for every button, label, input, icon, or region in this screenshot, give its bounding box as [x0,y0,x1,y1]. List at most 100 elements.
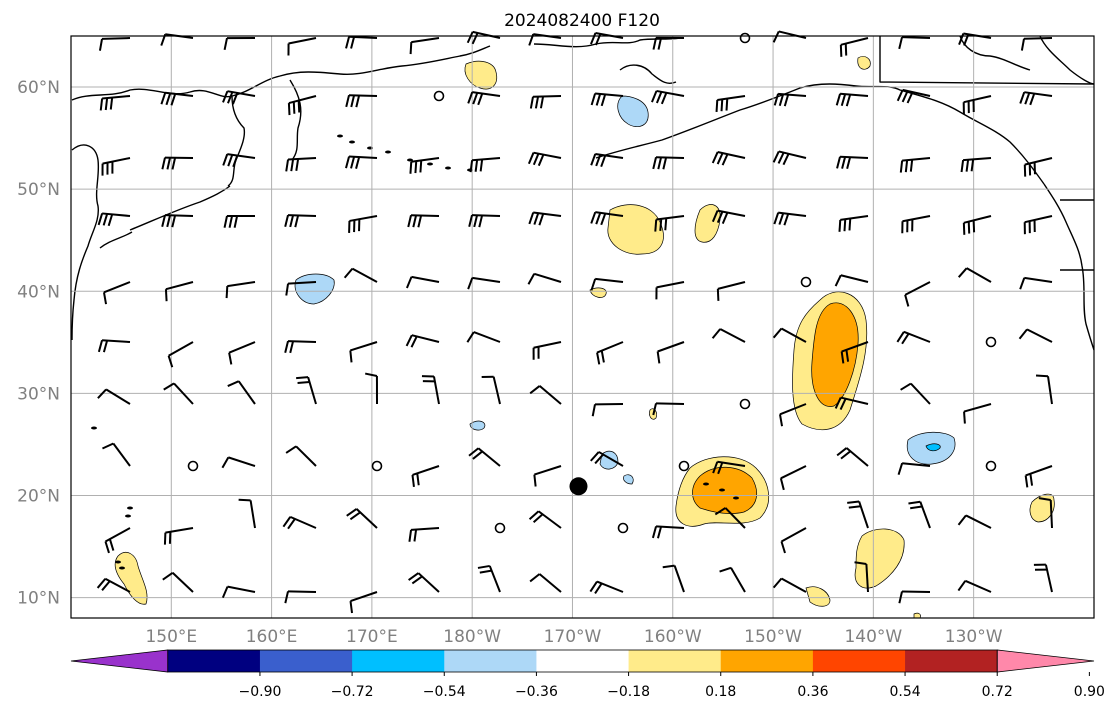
colorbar-bin [444,650,537,672]
latitude-labels: 10°N 20°N 30°N 40°N 50°N 60°N [17,78,60,609]
negative-anomaly [623,474,634,485]
wind-barb [714,507,746,529]
strong-negative-anomaly [925,443,941,452]
positive-anomaly [589,287,607,298]
wind-barb [896,330,931,345]
wind-barb [162,571,194,593]
colorbar-bin [536,650,630,672]
wind-barb [409,157,440,174]
wind-barb [834,396,869,411]
wind-barb [349,591,378,614]
wind-barb [590,277,624,291]
island [91,426,97,430]
wind-barb [529,385,562,405]
calm-wind-marker [494,522,506,534]
wind-barb [908,500,931,529]
wind-barb [527,272,562,285]
wind-barb [651,89,685,105]
wind-barb [589,580,624,595]
wind-barb [772,150,807,166]
map-panel [70,30,1095,619]
island [125,514,131,518]
island [127,506,133,510]
wind-barb [467,276,501,290]
wind-barb [477,564,501,593]
island [445,166,451,170]
wind-barb [836,155,869,170]
coastline [959,35,1031,71]
coastline [71,45,491,101]
map-title: 2024082400 F120 [504,11,660,31]
lat-label: 20°N [17,486,60,506]
strong-positive-anomaly [811,302,859,407]
island [733,496,739,500]
calm-wind-marker [678,460,690,472]
coastline [619,64,677,84]
lat-label: 10°N [17,589,60,609]
wind-barb [711,209,746,225]
wind-barb [160,91,194,106]
wind-barb [900,382,931,405]
lon-label: 150°E [145,627,197,647]
wind-barb [285,445,317,467]
lon-label: 140°W [844,627,902,647]
wind-barb [405,275,440,289]
wind-barb [778,403,807,427]
coastlines [71,35,1095,570]
wind-barb [1018,328,1053,343]
wind-barb [163,527,194,545]
wind-barb [716,281,746,301]
wind-barb [839,37,869,57]
wind-barb [772,30,807,43]
map-frame [70,35,1095,619]
colorbar-tick-label: −0.72 [331,684,374,700]
wind-barb [590,211,624,226]
wind-barb [528,211,562,226]
wind-barb [963,403,992,424]
wind-barb [651,525,685,539]
lon-label: 180°W [443,627,501,647]
wind-barb [98,37,131,51]
lat-label: 30°N [17,384,60,404]
wind-barb [533,465,562,487]
wind-barb [164,281,194,302]
lon-label: 160°W [644,627,702,647]
colorbar-tick-label: 0.72 [982,684,1013,700]
wind-barb [284,590,317,604]
map-background [71,36,1094,618]
wind-barb [652,402,685,416]
wind-barb [960,157,992,173]
wind-barb [345,94,378,108]
lat-label: 40°N [17,282,60,302]
wind-barb [772,577,807,593]
lon-label: 160°E [246,627,298,647]
wind-barb [847,500,869,529]
colorbar-bin [812,650,906,672]
wind-barb [836,447,869,467]
wind-barb [711,328,746,343]
colorbar-bin [905,650,998,672]
anomaly-shading [114,56,1055,619]
wind-barb [897,462,931,475]
wind-barb [1019,91,1053,106]
colorbar-bin [167,650,261,672]
wind-barb [408,527,440,542]
wind-barb [161,214,194,228]
lon-label: 170°W [544,627,602,647]
wind-barb [285,281,317,296]
wind-barb [466,331,501,343]
calm-wind-marker [739,398,751,410]
negative-anomaly [617,95,649,127]
wind-barb [287,37,317,56]
coastline [129,185,231,231]
lon-label: 130°W [945,627,1003,647]
lon-label: 170°E [346,627,398,647]
coastline [1043,183,1095,351]
wind-barb [898,36,931,50]
wind-barb [901,215,931,234]
calm-wind-marker [187,460,199,472]
wind-barb [590,92,624,107]
colorbar-tick-label: 0.18 [705,684,736,700]
wind-barb [161,156,194,170]
